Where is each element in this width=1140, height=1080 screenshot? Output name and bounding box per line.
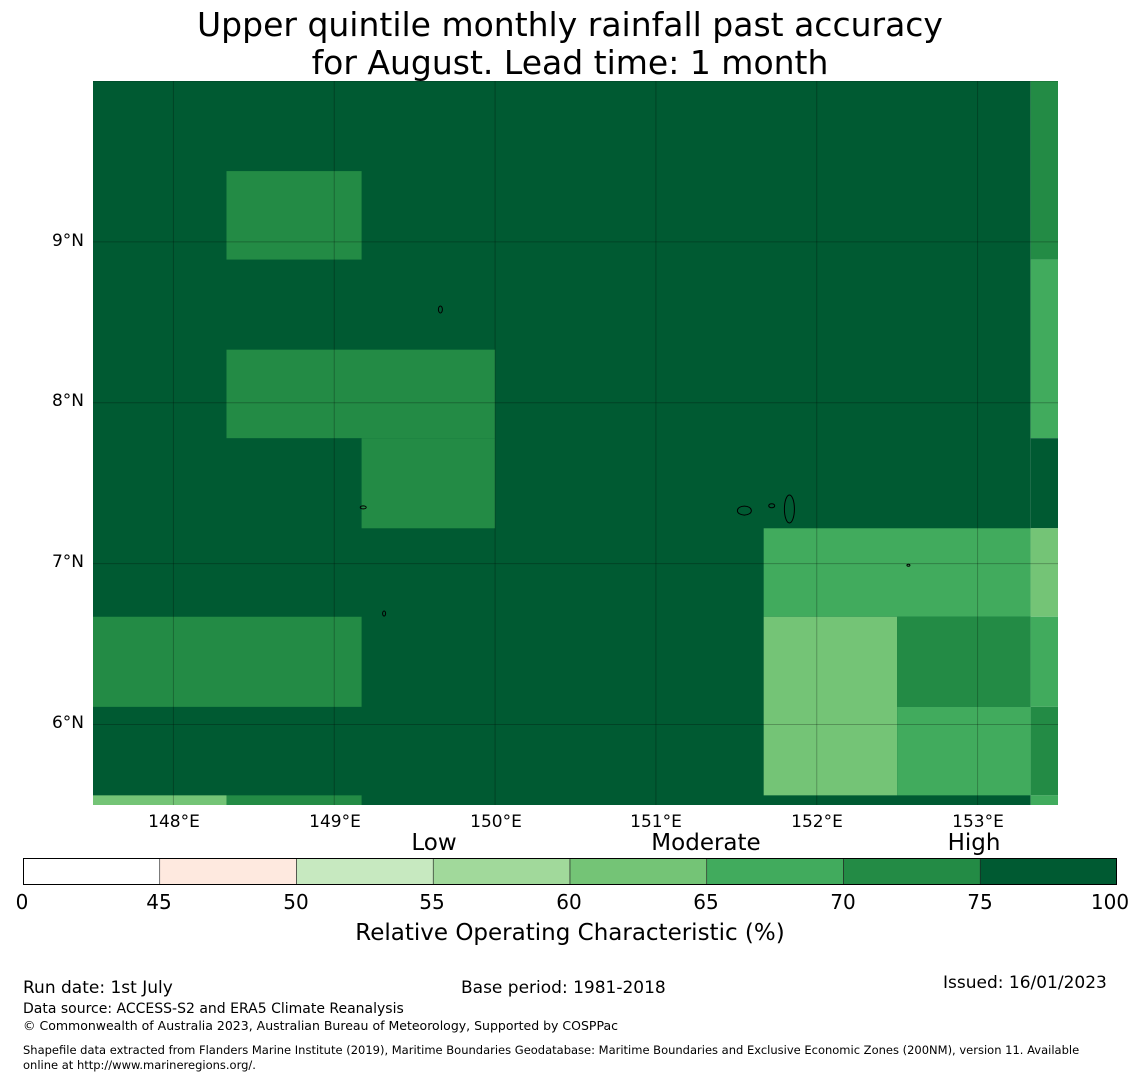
lat-label-9n: 9°N [51, 231, 84, 251]
lon-label-153e: 153°E [952, 812, 1004, 832]
island-outline [437, 305, 443, 314]
island-outline [736, 505, 752, 516]
title-line-2: for August. Lead time: 1 month [311, 43, 829, 82]
map-cell-roc-70-75 [226, 795, 362, 805]
colorbar-tick-55: 55 [419, 890, 445, 914]
copyright: © Commonwealth of Australia 2023, Austra… [23, 1018, 618, 1033]
map-cell-roc-60-65 [93, 795, 227, 805]
colorbar-tick-0: 0 [15, 890, 29, 914]
colorbar-tick-75: 75 [967, 890, 993, 914]
colorbar-segment [159, 858, 297, 885]
colorbar-segment [432, 858, 571, 885]
lon-label-150e: 150°E [470, 812, 522, 832]
map-cell-roc-70-75 [1030, 81, 1058, 260]
lon-label-151e: 151°E [630, 812, 682, 832]
colorbar-segment [569, 858, 708, 885]
map-title: Upper quintile monthly rainfall past acc… [0, 6, 1140, 82]
map-cell-roc-65-70 [897, 706, 1031, 796]
category-low: Low [411, 830, 457, 856]
map-cell-roc-65-70 [763, 528, 1031, 617]
map-cell-roc-70-75 [897, 616, 1031, 707]
lat-label-6n: 6°N [51, 713, 84, 733]
island-outline [906, 563, 911, 567]
colorbar-segment [23, 858, 161, 885]
colorbar-segment [706, 858, 844, 885]
colorbar [23, 858, 1117, 885]
colorbar-segment [843, 858, 981, 885]
island-outline [783, 494, 795, 524]
map-cell-roc-60-65 [1030, 528, 1058, 617]
map-cell-roc-70-75 [226, 171, 362, 260]
map-cell-roc-70-75 [1030, 706, 1058, 796]
map-cell-roc-65-70 [1030, 616, 1058, 707]
island-outline [768, 503, 776, 509]
colorbar-tick-65: 65 [693, 890, 719, 914]
map-cell-roc-60-65 [763, 616, 898, 796]
lon-label-148e: 148°E [148, 812, 200, 832]
colorbar-tick-60: 60 [556, 890, 582, 914]
colorbar-tick-45: 45 [146, 890, 172, 914]
lon-label-152e: 152°E [791, 812, 843, 832]
colorbar-tick-50: 50 [283, 890, 309, 914]
shapefile-credit-line-1: Shapefile data extracted from Flanders M… [23, 1043, 1080, 1057]
map-cell-roc-65-70 [1030, 795, 1058, 805]
category-high: High [947, 830, 1001, 856]
colorbar-segment [296, 858, 434, 885]
lon-label-149e: 149°E [309, 812, 361, 832]
map-cell-roc-70-75 [226, 349, 496, 439]
island-outline [359, 505, 367, 510]
map-cell-roc-70-75 [361, 438, 496, 529]
run-date: Run date: 1st July [23, 978, 173, 998]
shapefile-credit-line-2: online at http://www.marineregions.org/. [23, 1058, 256, 1072]
colorbar-tick-100: 100 [1090, 890, 1130, 914]
category-moderate: Moderate [651, 830, 761, 856]
rainfall-accuracy-map [93, 81, 1058, 805]
colorbar-frame [23, 858, 1117, 885]
lat-label-8n: 8°N [51, 391, 84, 411]
title-line-1: Upper quintile monthly rainfall past acc… [197, 5, 943, 44]
lat-label-7n: 7°N [51, 552, 84, 572]
colorbar-segment [979, 858, 1117, 885]
data-source: Data source: ACCESS-S2 and ERA5 Climate … [23, 1001, 404, 1017]
map-cell-roc-75-100 [1030, 438, 1058, 529]
island-outline [382, 610, 387, 617]
base-period: Base period: 1981-2018 [461, 978, 666, 998]
issued-date: Issued: 16/01/2023 [943, 973, 1107, 993]
map-cell-roc-65-70 [1030, 259, 1058, 439]
map-cell-roc-70-75 [93, 616, 362, 707]
colorbar-tick-70: 70 [830, 890, 856, 914]
colorbar-label: Relative Operating Characteristic (%) [355, 920, 785, 946]
